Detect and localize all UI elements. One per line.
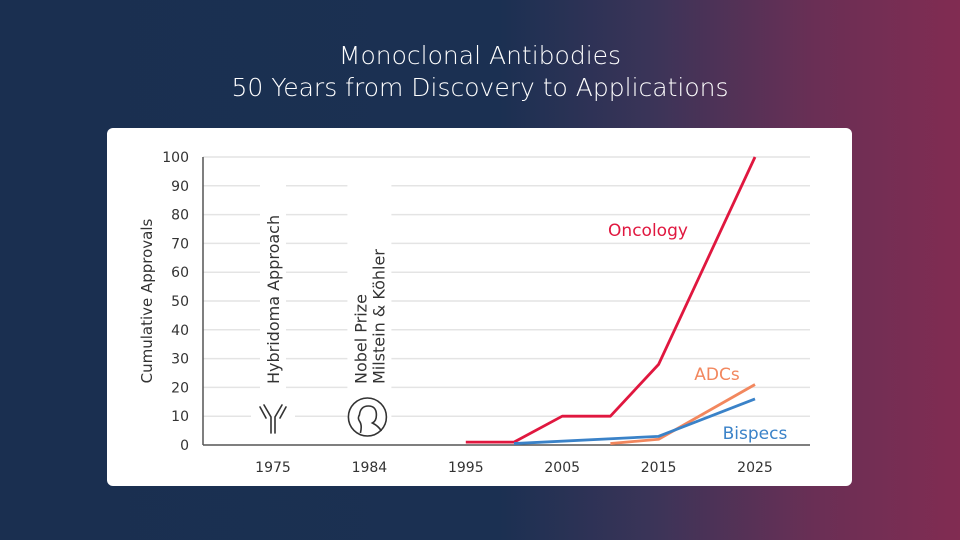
annotation-backdrop	[347, 175, 392, 390]
series-line-adcs	[610, 383, 756, 445]
x-tick-label: 2015	[641, 460, 677, 476]
annotation-label: Nobel Prize	[351, 294, 370, 384]
y-tick-label: 20	[171, 380, 189, 396]
y-tick-label: 10	[171, 409, 189, 425]
series-label-adcs: ADCs	[694, 365, 740, 385]
x-tick-label: 2025	[737, 460, 773, 476]
x-tick-label: 1984	[352, 460, 388, 476]
annotation-label: Hybridoma Approach	[264, 215, 283, 384]
icon-backdrop	[251, 395, 295, 437]
chart-card	[107, 128, 852, 486]
y-tick-label: 0	[180, 438, 189, 454]
title-line-1: Monoclonal Antibodies	[338, 41, 622, 70]
y-tick-label: 50	[171, 294, 189, 310]
nobel-medal-icon	[347, 397, 388, 437]
y-tick-label: 30	[171, 352, 189, 368]
y-tick-label: 100	[162, 150, 189, 166]
y-tick-label: 80	[171, 208, 189, 224]
chart-title: Monoclonal Antibodies 50 Years from Disc…	[0, 40, 960, 104]
x-tick-label: 1995	[448, 460, 484, 476]
y-axis-label: Cumulative Approvals	[138, 218, 156, 383]
title-line-2: 50 Years from Discovery to Applications	[231, 73, 729, 102]
x-tick-label: 1975	[255, 460, 291, 476]
series-label-bispecs: Bispecs	[723, 424, 788, 444]
annotation-label: Milstein & Köhler	[369, 249, 388, 384]
series-line-oncology	[465, 156, 757, 444]
y-tick-label: 70	[171, 236, 189, 252]
x-tick-label: 2005	[544, 460, 580, 476]
annotation-backdrop	[260, 175, 286, 390]
series-label-oncology: Oncology	[608, 221, 688, 241]
series-line-bispecs	[513, 397, 756, 445]
antibody-icon	[259, 404, 287, 434]
y-tick-label: 40	[171, 323, 189, 339]
y-tick-label: 60	[171, 265, 189, 281]
y-tick-label: 90	[171, 179, 189, 195]
